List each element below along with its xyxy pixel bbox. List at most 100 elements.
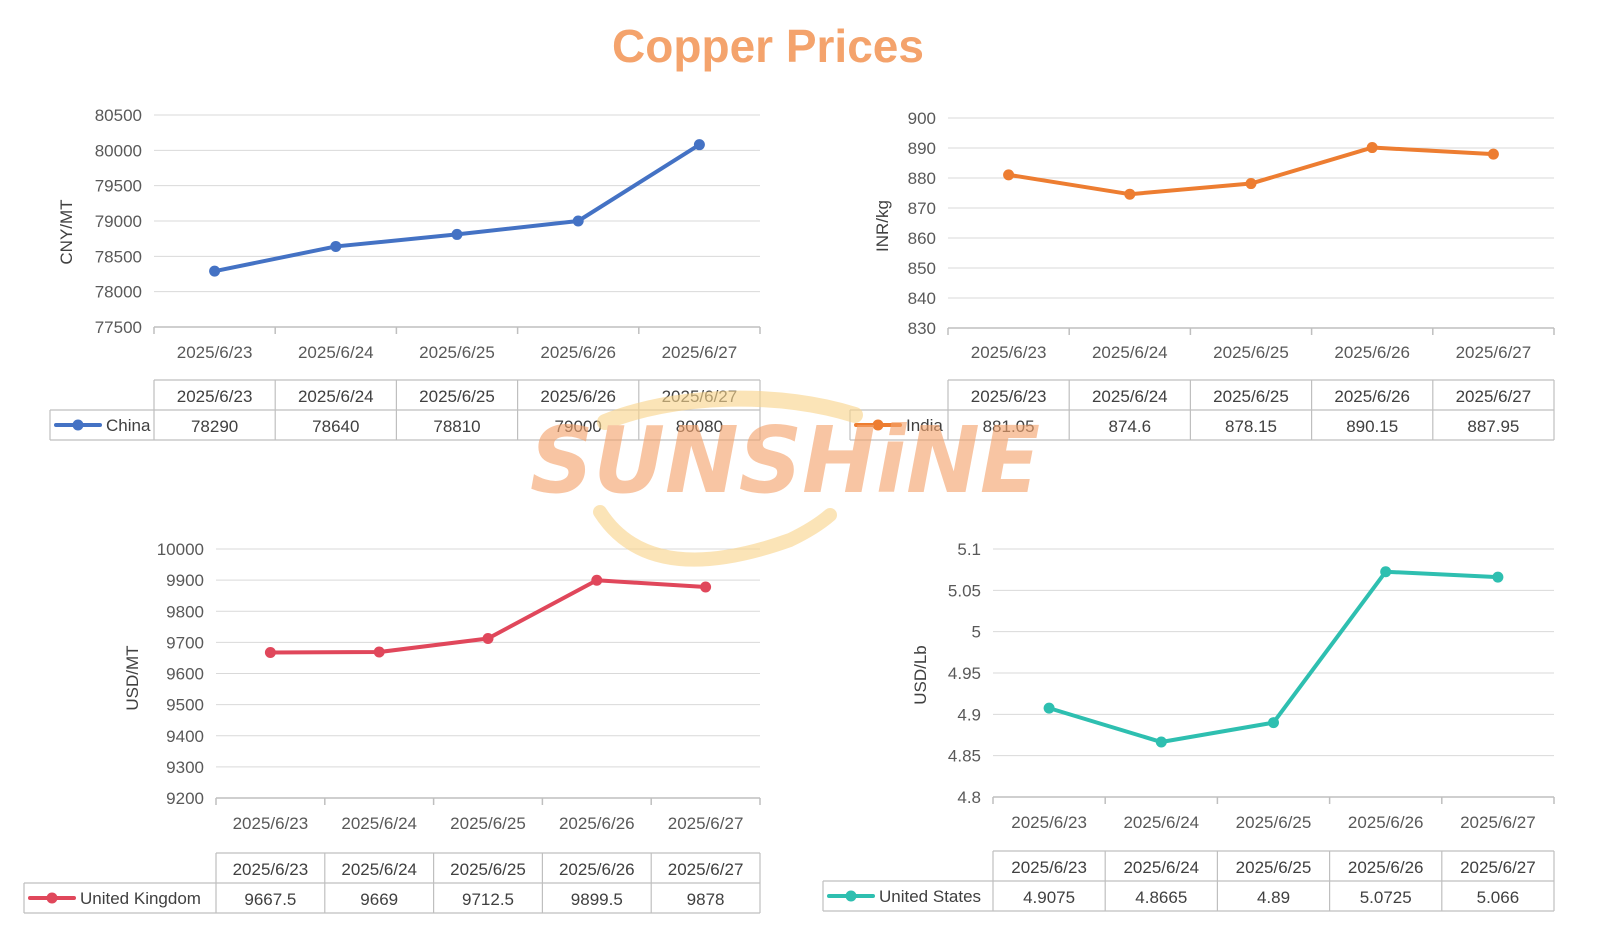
y-axis-title: USD/Lb: [911, 645, 930, 705]
table-value-cell: 874.6: [1109, 417, 1152, 436]
table-value-cell: 79000: [555, 417, 602, 436]
x-tick-label: 2025/6/26: [540, 343, 616, 362]
table-header-cell: 2025/6/23: [233, 860, 309, 879]
watermark-lower-arc: [593, 505, 837, 567]
x-tick-label: 2025/6/23: [1011, 813, 1087, 832]
x-tick-label: 2025/6/26: [1348, 813, 1424, 832]
y-tick-label: 840: [908, 289, 936, 308]
table-value-cell: 4.9075: [1023, 888, 1075, 907]
table-header-cell: 2025/6/27: [668, 860, 744, 879]
y-axis-title: CNY/MT: [57, 199, 76, 264]
table-value-cell: 4.8665: [1135, 888, 1187, 907]
table-header-cell: 2025/6/26: [1348, 858, 1424, 877]
y-tick-label: 4.85: [948, 747, 981, 766]
chart-panel-0: 80500 80000 79500 79000 78500 78000 77500 2025/…: [49, 106, 761, 441]
table-value-cell: 9712.5: [462, 890, 514, 909]
x-tick-label: 2025/6/27: [1456, 343, 1532, 362]
table-value-cell: 78290: [191, 417, 238, 436]
legend-swatch-marker: [872, 419, 884, 431]
x-tick-label: 2025/6/26: [1334, 343, 1410, 362]
table-value-cell: 78810: [433, 417, 480, 436]
data-point: [1268, 717, 1279, 729]
y-axis-title: INR/kg: [873, 200, 892, 252]
y-tick-label: 9300: [166, 758, 204, 777]
legend-swatch-marker: [46, 892, 58, 904]
x-tick-label: 2025/6/25: [419, 343, 495, 362]
table-header-cell: 2025/6/25: [450, 860, 526, 879]
x-tick-label: 2025/6/24: [1123, 813, 1199, 832]
data-point: [1366, 142, 1378, 154]
data-point: [693, 139, 705, 151]
y-tick-label: 890: [908, 139, 936, 158]
y-tick-label: 870: [908, 199, 936, 218]
x-tick-label: 2025/6/23: [233, 814, 309, 833]
legend-swatch-marker: [845, 890, 857, 902]
y-tick-label: 5.1: [957, 540, 981, 559]
data-point: [1043, 702, 1055, 714]
y-tick-label: 9400: [166, 727, 204, 746]
legend-label: United States: [879, 887, 981, 906]
table-value-cell: 9899.5: [571, 890, 623, 909]
watermark-upper-arc: [597, 390, 863, 430]
y-tick-label: 850: [908, 259, 936, 278]
table-value-cell: 5.0725: [1360, 888, 1412, 907]
table-value-cell: 890.15: [1346, 417, 1398, 436]
y-tick-label: 9700: [166, 633, 204, 652]
series-line: [212, 142, 702, 274]
table-header-cell: 2025/6/24: [1123, 858, 1199, 877]
table-value-cell: 878.15: [1225, 417, 1277, 436]
y-tick-label: 10000: [157, 540, 204, 559]
table-header-cell: 2025/6/25: [1236, 858, 1312, 877]
table-value-cell: 80080: [676, 417, 723, 436]
table-header-cell: 2025/6/23: [971, 387, 1047, 406]
y-tick-label: 4.9: [957, 705, 981, 724]
table-value-cell: 5.066: [1477, 888, 1520, 907]
y-tick-label: 80500: [95, 106, 142, 125]
chart-panel-1: 900 890 880 870 860 850 840 830 2025/6/23 2025/6/…: [849, 109, 1555, 441]
y-tick-label: 5: [972, 623, 981, 642]
legend-label: India: [906, 416, 943, 435]
data-point: [373, 646, 385, 658]
x-tick-label: 2025/6/27: [1460, 813, 1536, 832]
data-point: [1492, 571, 1504, 583]
x-tick-label: 2025/6/24: [341, 814, 417, 833]
data-point: [264, 646, 276, 658]
y-tick-label: 830: [908, 319, 936, 338]
y-tick-label: 79500: [95, 177, 142, 196]
legend-label: China: [106, 416, 151, 435]
data-point: [1380, 566, 1392, 578]
y-tick-label: 4.95: [948, 664, 981, 683]
table-value-cell: 887.95: [1467, 417, 1519, 436]
legend-label: United Kingdom: [80, 889, 201, 908]
data-point: [1245, 178, 1257, 190]
watermark-text: SUNSHiNE: [530, 407, 1040, 514]
data-point: [591, 574, 603, 586]
x-tick-label: 2025/6/25: [1213, 343, 1289, 362]
x-tick-label: 2025/6/26: [559, 814, 635, 833]
x-tick-label: 2025/6/25: [1236, 813, 1312, 832]
y-tick-label: 78500: [95, 247, 142, 266]
x-tick-label: 2025/6/25: [450, 814, 526, 833]
data-point: [451, 228, 463, 240]
data-point: [700, 581, 712, 593]
table-header-cell: 2025/6/24: [1092, 387, 1168, 406]
y-tick-label: 9500: [166, 696, 204, 715]
y-axis-title: USD/MT: [123, 645, 142, 710]
table-value-cell: 9669: [360, 890, 398, 909]
x-tick-label: 2025/6/23: [971, 343, 1047, 362]
y-tick-label: 9800: [166, 602, 204, 621]
y-tick-label: 4.8: [957, 788, 981, 807]
table-header-cell: 2025/6/26: [1334, 387, 1410, 406]
x-tick-label: 2025/6/24: [298, 343, 374, 362]
table-value-cell: 881.05: [983, 417, 1035, 436]
table-value-cell: 78640: [312, 417, 359, 436]
legend-swatch-marker: [72, 419, 84, 431]
data-point: [1003, 169, 1015, 181]
x-tick-label: 2025/6/27: [668, 814, 744, 833]
y-tick-label: 9900: [166, 571, 204, 590]
table-header-cell: 2025/6/23: [1011, 858, 1087, 877]
page-title: Copper Prices: [612, 20, 924, 72]
y-tick-label: 78000: [95, 283, 142, 302]
data-point: [482, 632, 494, 644]
